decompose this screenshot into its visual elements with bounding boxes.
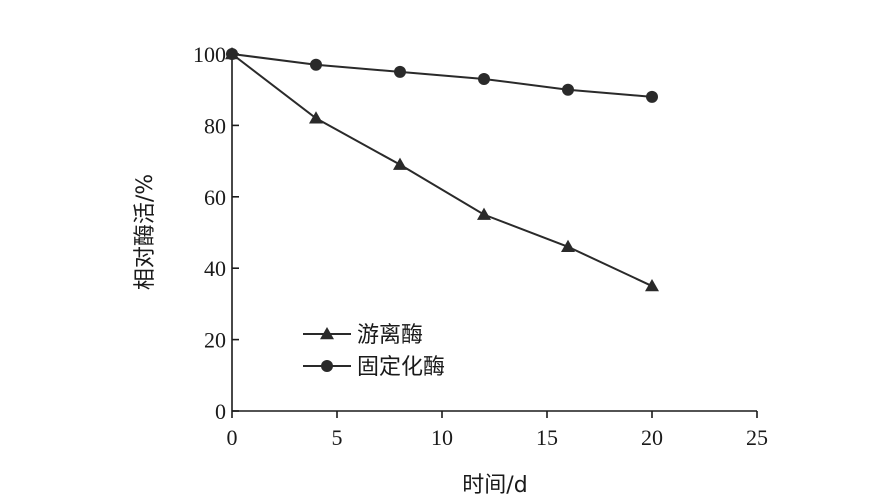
circle-point [394,65,406,78]
circle-point [310,58,322,71]
circle-point [478,72,490,85]
legend-label: 固定化酶 [357,355,445,380]
x-ticks: 0 5 10 15 20 25 [227,411,768,450]
legend-item: 固定化酶 [303,355,445,380]
circle-point [646,90,658,103]
x-tick-label: 25 [746,425,768,450]
y-tick-label: 80 [204,113,226,138]
triangle-point [309,111,323,124]
triangle-point [393,157,407,170]
x-tick-label: 20 [641,425,663,450]
legend-item: 游离酶 [303,323,423,348]
series-layer [225,47,659,292]
y-axis-title: 相对酶活/% [133,174,158,290]
triangle-point [645,279,659,292]
y-ticks: 0 20 40 60 80 100 [193,42,239,424]
triangle-point [477,207,491,220]
x-tick-label: 10 [431,425,453,450]
series-1-line [231,53,653,287]
legend-circle-marker [321,360,333,372]
y-tick-label: 40 [204,256,226,281]
x-tick-label: 0 [227,425,238,450]
series-2 [226,48,658,103]
circle-point [226,48,238,60]
y-tick-label: 60 [204,185,226,210]
x-tick-label: 5 [332,425,343,450]
y-tick-label: 20 [204,328,226,353]
triangle-point [561,239,575,253]
y-tick-label: 100 [193,42,226,67]
x-axis-title: 时间/d [462,473,527,498]
series-1 [225,47,659,292]
legend-label: 游离酶 [357,323,423,348]
circle-point [562,83,574,96]
y-tick-label: 0 [215,399,226,424]
axes [231,50,757,412]
legend-triangle-marker [320,327,334,340]
series-2-line [231,53,653,98]
x-tick-label: 15 [536,425,558,450]
